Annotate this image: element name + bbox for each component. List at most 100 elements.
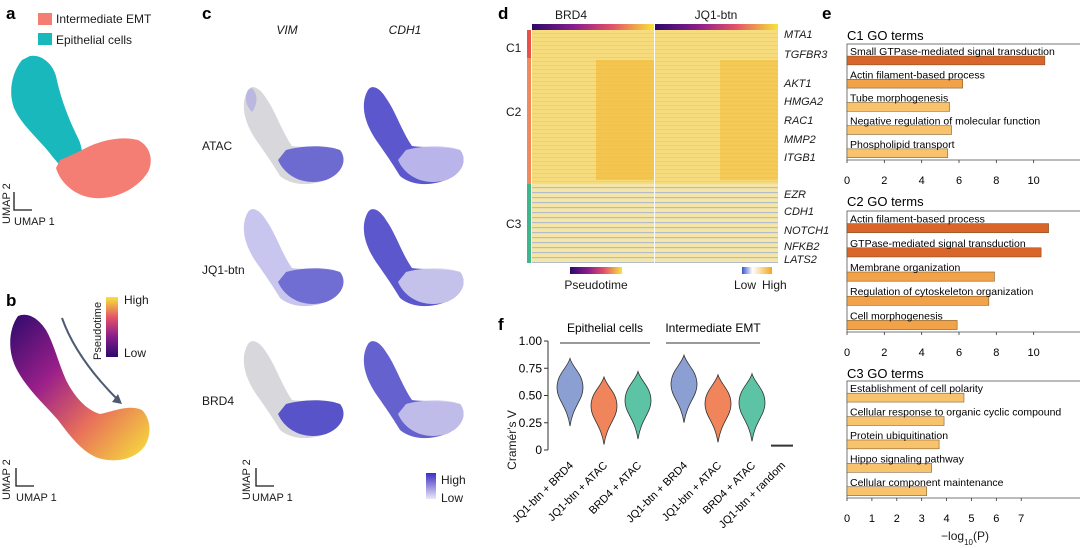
go-term-label: Establishment of cell polarity (850, 383, 984, 395)
heatmap-column-jq1-btn: JQ1-btn (695, 8, 738, 22)
panel-e: e C1 GO terms Small GTPase-mediated signa… (822, 4, 1080, 547)
go-bar (846, 439, 940, 450)
go-term-label: Phospholipid transport (850, 139, 955, 151)
go-chart-title: C3 GO terms (847, 366, 924, 381)
expression-colorbar (426, 473, 436, 499)
umap-vim-brd4 (243, 341, 344, 439)
pseudotime-arrowhead (112, 394, 122, 404)
panel-label-b: b (6, 291, 16, 310)
gene-labels: MTA1 TGFBR3 AKT1 HMGA2 RAC1 MMP2 ITGB1 EZR CDH1 N… (783, 29, 829, 266)
expression-low-label: Low (441, 491, 463, 505)
panel-b: b Pseudotime High Low UMAP 2 UMAP 1 (1, 291, 150, 504)
gene-label: EZR (784, 189, 806, 201)
legend-swatch-intermediate-emt (38, 13, 52, 25)
heatmap-brd4-high-block (596, 60, 654, 180)
violin-shape (556, 357, 584, 427)
gene-label: CDH1 (784, 206, 814, 218)
panel-a: a Intermediate EMT Epithelial cells UMAP… (1, 4, 152, 228)
go-bar (846, 125, 952, 135)
go-chart-3: C3 GO terms Establishment of cell polarit… (844, 366, 1080, 525)
go-bar (846, 463, 932, 473)
go-axis-tick-label: 2 (881, 347, 887, 359)
go-term-label: Regulation of cytoskeleton organization (850, 286, 1033, 298)
gene-label: MTA1 (784, 29, 813, 41)
go-bar (846, 102, 950, 112)
go-term-label: Protein ubiquitination (850, 430, 948, 442)
go-axis-tick-label: 4 (919, 347, 925, 359)
axis-label-umap2-b: UMAP 2 (1, 459, 13, 500)
violin-ytick-label: 0.50 (519, 389, 543, 403)
go-axis-tick-label: 6 (993, 513, 999, 525)
go-term-label: Actin filament-based process (850, 214, 985, 226)
heatmap-scale-bar (742, 267, 772, 274)
umap-vim-jq1 (243, 209, 344, 307)
go-axis-tick-label: 2 (894, 513, 900, 525)
go-bar (846, 79, 963, 89)
go-bar (846, 223, 1049, 234)
umap-cdh1-brd4 (363, 341, 464, 439)
axis-label-umap1-c: UMAP 1 (252, 492, 293, 504)
panel-label-a: a (6, 4, 16, 23)
go-axis-tick-label: 6 (956, 175, 962, 187)
panel-f: f Cramér's V 0 0.25 0.50 0.75 1.00 Epithelial… (498, 315, 793, 531)
gene-label: TGFBR3 (784, 49, 828, 61)
violin-shape (738, 372, 766, 442)
go-chart-frame (846, 380, 1080, 499)
pseudotime-arrow (61, 317, 119, 401)
go-bar (846, 247, 1042, 258)
go-bar (846, 55, 1046, 66)
go-axis-tick-label: 7 (1018, 513, 1024, 525)
go-term-label: Small GTPase-mediated signal transductio… (850, 46, 1055, 58)
umap-axes-c (255, 468, 274, 487)
colorbar-low-label: Low (124, 346, 146, 360)
heatmap-jq1-high-block (720, 60, 778, 180)
heatmap-pseudotime-bar-brd4 (532, 24, 654, 30)
go-axis-tick-label: 0 (844, 175, 850, 187)
go-term-label: Cellular component maintenance (850, 477, 1004, 489)
go-chart-title: C1 GO terms (847, 28, 924, 43)
axis-label-umap1-b: UMAP 1 (16, 492, 57, 504)
panel-label-f: f (498, 315, 504, 334)
heatmap-pseudotime-bar-jq1 (655, 24, 778, 30)
violin-shape (670, 353, 698, 423)
go-axis-tick-label: 2 (881, 175, 887, 187)
violin-ytick-label: 0.25 (519, 416, 543, 430)
cluster-label-c1: C1 (506, 41, 522, 55)
go-xaxis-label: −log10(P) (941, 529, 989, 547)
gene-label: LATS2 (784, 254, 817, 266)
go-bar (846, 148, 949, 158)
violin-shape (704, 373, 732, 443)
go-axis-tick-label: 6 (956, 347, 962, 359)
go-term-label: Cellular response to organic cyclic comp… (850, 407, 1061, 419)
gene-label: MMP2 (784, 134, 816, 146)
violin-ytick-label: 0.75 (519, 361, 543, 375)
row-label-brd4: BRD4 (202, 394, 234, 408)
heatmap-pseudotime-legend-label: Pseudotime (564, 278, 628, 292)
go-chart-title: C2 GO terms (847, 194, 924, 209)
panel-d: d BRD4 JQ1-btn C1 C2 C3 MTA1 TGFBR3 AKT1 HM… (498, 4, 829, 292)
cluster-bar-c2 (527, 58, 531, 184)
go-term-label: GTPase-mediated signal transduction (850, 238, 1026, 250)
go-term-label: Actin filament-based process (850, 69, 985, 81)
umap-epithelial-cloud (11, 55, 83, 171)
violin-category-label: JQ1-btn + ATAC (546, 460, 610, 524)
go-term-label: Cell morphogenesis (850, 310, 943, 322)
go-bar (846, 486, 927, 496)
go-axis-tick-label: 0 (844, 513, 850, 525)
go-axis-tick-label: 8 (993, 347, 999, 359)
go-axis-tick-label: 10 (1028, 347, 1040, 359)
heatmap-scale-low: Low (734, 278, 756, 292)
go-axis-tick-label: 4 (919, 175, 925, 187)
axis-label-umap1-a: UMAP 1 (14, 216, 55, 228)
violin-category-label: JQ1-btn + BRD4 (510, 460, 576, 526)
violin-ytick-label: 0 (535, 443, 542, 457)
violin-shape (624, 370, 652, 440)
go-bar (846, 416, 945, 426)
panel-c: c VIM CDH1 ATAC JQ1-btn BRD4 (202, 4, 466, 505)
go-axis-tick-label: 8 (993, 175, 999, 187)
umap-cdh1-atac (363, 87, 464, 185)
go-bar (846, 320, 958, 330)
go-chart-2: C2 GO terms Actin filament-based process G… (844, 194, 1080, 359)
gene-label: RAC1 (784, 115, 813, 127)
